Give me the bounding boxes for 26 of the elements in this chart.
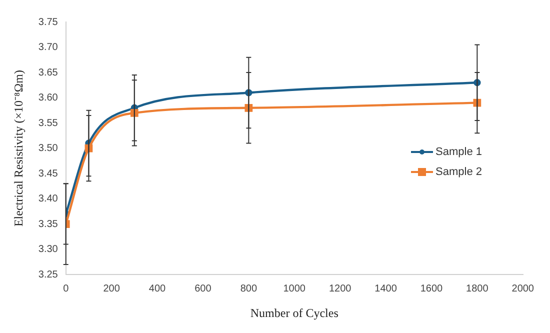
y-tick-label: 3.40 (38, 194, 58, 205)
x-tick-label: 400 (148, 283, 166, 294)
x-tick-label: 2000 (512, 283, 534, 294)
y-tick-label: 3.60 (38, 92, 58, 104)
x-tick-label: 800 (240, 283, 258, 294)
x-tick-label: 1000 (283, 283, 306, 294)
y-tick-label: 3.35 (38, 218, 58, 230)
y-tick-label: 3.70 (38, 42, 58, 54)
x-tick-label: 600 (194, 283, 212, 294)
y-tick-label: 3.25 (38, 269, 58, 280)
x-tick-label: 200 (103, 283, 120, 294)
x-tick-label: 1600 (420, 283, 444, 294)
y-tick-label: 3.75 (38, 16, 58, 28)
y-tick-label: 3.45 (38, 168, 58, 180)
x-tick-label: 1800 (466, 283, 489, 294)
y-tick-label: 3.30 (38, 244, 58, 256)
x-tick-label: 1400 (374, 283, 398, 294)
x-axis-title: Number of Cycles (250, 306, 339, 320)
x-tick-label: 0 (63, 283, 70, 294)
legend-label: Sample 1 (436, 146, 482, 158)
x-tick-label: 1200 (328, 283, 352, 294)
y-tick-label: 3.65 (38, 67, 58, 78)
y-tick-label: 3.50 (38, 143, 58, 154)
legend-label: Sample 2 (436, 166, 482, 178)
y-axis-title: Electrical Resistivity (×10⁻⁸Ωm) (11, 70, 26, 227)
y-tick-label: 3.55 (38, 118, 58, 129)
